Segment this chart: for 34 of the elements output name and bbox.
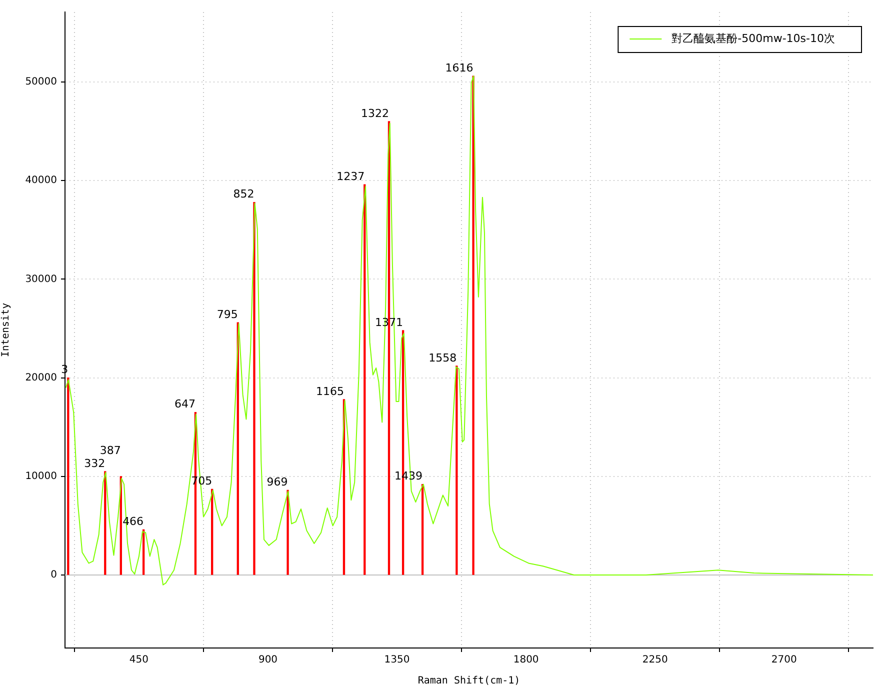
x-tick-label: 2250: [642, 654, 668, 666]
annotation: 852: [233, 188, 254, 201]
annotation: 1165: [316, 384, 344, 398]
y-tick-label: 40000: [25, 175, 57, 186]
annotation: 1616: [445, 61, 474, 74]
y-tick-label: 20000: [25, 372, 57, 384]
y-tick-label: 30000: [25, 274, 57, 285]
y-tick-label: 50000: [25, 76, 57, 88]
x-tick-label: 2700: [771, 654, 797, 666]
legend-label: 對乙醯氨基酚-500mw-10s-10次: [672, 32, 836, 45]
annotation: 795: [216, 308, 238, 321]
x-tick-label: 1350: [384, 654, 410, 666]
bar: [456, 366, 458, 575]
y-tick-label: 10000: [25, 471, 57, 482]
bar: [142, 529, 145, 575]
annotation: 1237: [336, 170, 365, 183]
x-axis-title: Raman Shift(cm-1): [418, 676, 520, 687]
bar: [421, 484, 424, 575]
bar: [286, 490, 289, 575]
y-tick-label: 0: [50, 570, 57, 581]
x-tick-label: 1800: [513, 654, 539, 666]
bar: [67, 377, 70, 575]
y-axis-title: Intensity: [0, 302, 12, 358]
annotation: 387: [100, 444, 121, 457]
annotation: 969: [266, 476, 288, 489]
bar: [253, 202, 256, 575]
bar: [472, 76, 474, 575]
annotation: 1558: [428, 351, 457, 364]
bar: [364, 184, 366, 575]
annotation: 1322: [361, 106, 390, 120]
x-tick-label: 450: [129, 654, 149, 666]
x-tick-label: 900: [258, 654, 278, 666]
annotation: 332: [84, 456, 106, 470]
annotation: 647: [174, 398, 196, 411]
